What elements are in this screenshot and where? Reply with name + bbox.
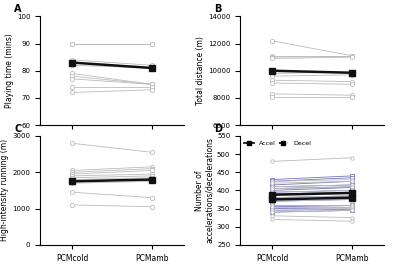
Y-axis label: High-intensity running (m): High-intensity running (m) bbox=[0, 139, 10, 242]
Legend: Accel, Decel: Accel, Decel bbox=[243, 139, 312, 147]
Y-axis label: Playing time (mins): Playing time (mins) bbox=[5, 33, 14, 108]
Text: C: C bbox=[14, 124, 21, 134]
Text: B: B bbox=[214, 4, 222, 14]
Text: A: A bbox=[14, 4, 22, 14]
Text: D: D bbox=[214, 124, 222, 134]
Y-axis label: Total distance (m): Total distance (m) bbox=[196, 36, 205, 105]
Y-axis label: Number of
accelerations/decelerations: Number of accelerations/decelerations bbox=[194, 137, 214, 243]
